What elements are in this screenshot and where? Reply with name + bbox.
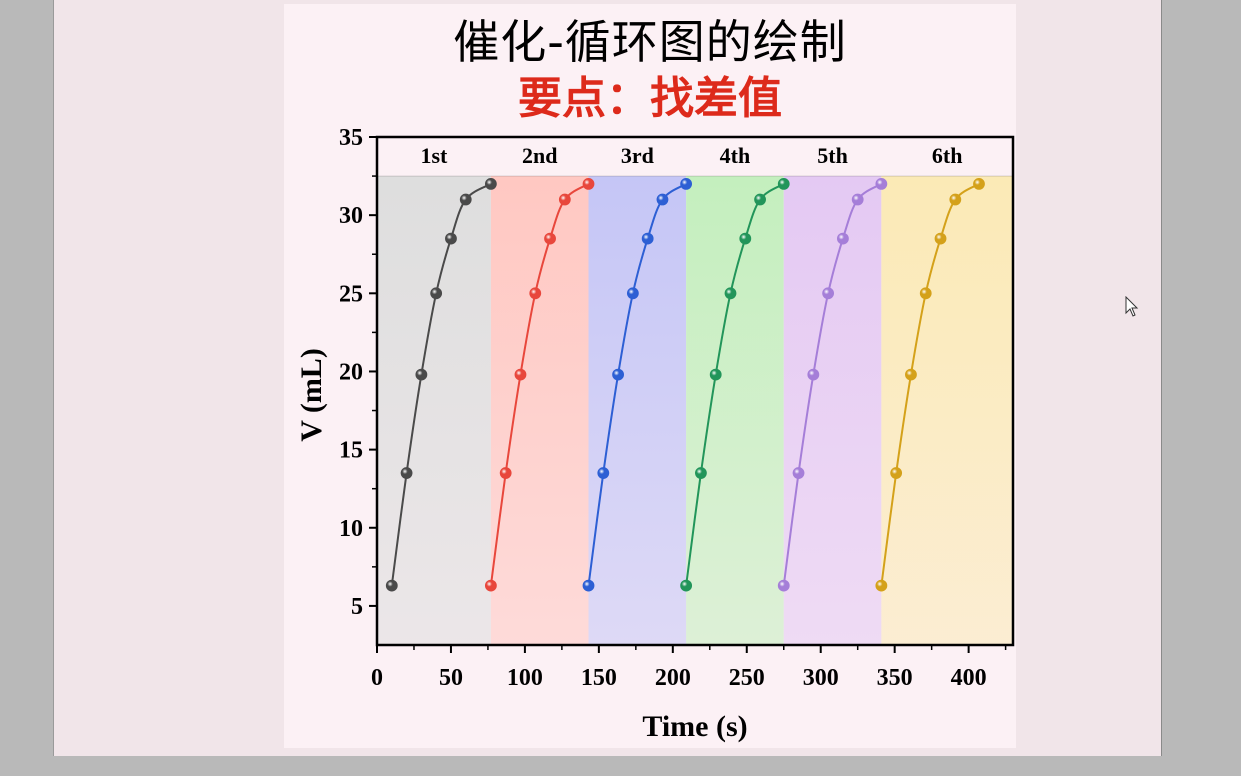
data-point [641,232,654,245]
x-tick-label: 400 [951,665,987,691]
y-tick-label: 25 [339,281,363,307]
data-point [919,287,932,300]
data-point [851,193,864,206]
x-tick-label: 350 [877,665,913,691]
data-point [792,467,805,479]
data-point [484,177,497,190]
axes: 0 50 100 150 200 250 300 350 400 5 10 15 20 25 30 35 [339,125,1015,691]
data-point [777,177,790,190]
cycle-band-4th [686,176,784,646]
data-point [807,368,820,381]
cycle-label-2nd: 2nd [522,143,557,168]
data-point [459,193,472,206]
x-axis-label: Time (s) [642,710,747,743]
cycle-label-3rd: 3rd [621,143,654,168]
data-point [837,232,849,245]
data-point [514,368,527,381]
data-point [445,232,457,245]
data-point [875,177,888,190]
cycle-label-6th: 6th [932,143,963,168]
data-point [754,193,766,206]
chart-title: 催化-循环图的绘制 [453,15,847,69]
x-tick-label: 200 [655,665,691,691]
cycle-band-5th [783,176,882,646]
y-tick-label: 10 [339,516,363,542]
plot-frame [375,135,1015,647]
data-point [582,579,595,592]
data-point [777,579,790,592]
data-point [558,193,571,206]
y-tick-label: 35 [339,125,363,151]
data-point [695,467,707,479]
cycle-label-1st: 1st [420,143,448,168]
data-point [430,287,443,300]
data-point [724,287,737,300]
cycle-band-3rd [588,176,687,646]
worksheet-page: 催化-循环图的绘制 要点：找差值 1st 2nd 3rd 4th 5th 6th 0 50 1… [53,0,1162,756]
data-point [415,368,428,381]
y-tick-label: 15 [339,438,363,464]
data-point [875,579,888,592]
data-point [709,368,722,381]
y-axis-label: V (mL) [295,348,328,442]
data-point [385,579,398,592]
cycle-points [385,177,985,592]
cycle-chart: 1st 2nd 3rd 4th 5th 6th 0 50 100 150 200 250 300 350… [295,125,1015,743]
data-point [680,177,693,190]
data-point [656,193,669,206]
data-point [822,287,835,300]
cycle-label-5th: 5th [817,143,848,168]
data-point [529,287,542,300]
data-point [973,177,985,190]
x-tick-label: 50 [439,665,463,691]
data-point [905,368,917,381]
cycle-band-6th [881,176,1013,646]
data-point [499,467,512,479]
data-point [484,579,497,592]
chart-subtitle: 要点：找差值 [518,73,782,124]
data-point [612,368,624,381]
graph-page: 催化-循环图的绘制 要点：找差值 1st 2nd 3rd 4th 5th 6th 0 50 1… [284,4,1016,748]
data-point [582,177,595,190]
data-point [934,232,947,245]
x-tick-label: 0 [371,665,383,691]
data-point [680,579,693,592]
x-tick-label: 150 [581,665,617,691]
data-point [544,232,556,245]
data-point [597,467,610,479]
data-point [400,467,413,479]
x-tick-label: 300 [803,665,839,691]
x-tick-label: 100 [507,665,543,691]
y-tick-label: 20 [339,359,363,385]
data-point [949,193,962,206]
mouse-cursor-icon [1125,296,1139,317]
data-point [626,287,639,300]
cycle-labels: 1st 2nd 3rd 4th 5th 6th [420,143,962,168]
cycle-band-2nd [490,176,589,646]
data-point [890,467,903,479]
y-tick-label: 5 [351,594,363,620]
y-tick-label: 30 [339,203,363,229]
data-point [739,232,752,245]
x-tick-label: 250 [729,665,765,691]
cycle-band-1st [377,176,491,646]
cycle-label-4th: 4th [720,143,751,168]
cycle-bands [377,176,1013,646]
